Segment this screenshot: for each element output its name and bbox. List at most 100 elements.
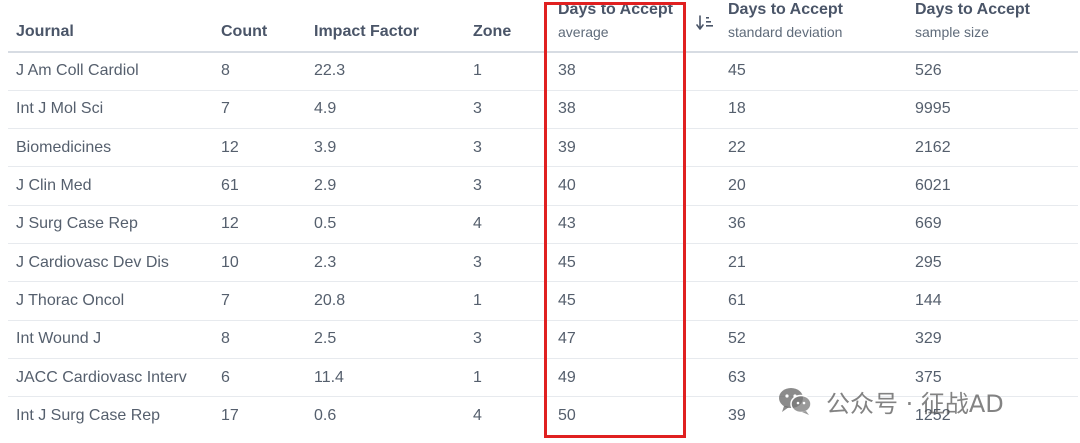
cell-days-sd: 52 [720,320,907,359]
cell-impact-factor: 11.4 [306,358,465,398]
cell-journal: Biomedicines [8,128,213,168]
cell-days-average: 49 [550,358,690,398]
cell-journal: J Am Coll Cardiol [8,52,213,91]
cell-days-sample-size: 1252 [915,407,951,425]
cell-impact-factor: 2.9 [306,166,465,206]
cell-days-average: 50 [558,407,576,425]
cell-days-sd: 45 [720,52,907,91]
cell-count: 7 [213,281,306,321]
column-header-days-sd[interactable]: Days to Accept standard deviation [720,0,907,53]
cell-days-average: 39 [550,128,690,168]
sort-toggle[interactable] [690,0,720,53]
column-header-zone[interactable]: Zone [465,0,550,53]
cell-journal: J Surg Case Rep [8,205,213,244]
cell-days-average: 47 [550,320,690,359]
cell-zone: 3 [465,128,550,168]
table-row[interactable]: J Surg Case Rep 12 0.5 4 43 36 669 [8,205,1078,244]
cell-journal: Int J Surg Case Rep [16,407,161,425]
cell-days-sd: 18 [720,90,907,130]
table-row[interactable]: J Am Coll Cardiol 8 22.3 1 38 45 526 [8,52,1078,91]
cell-count: 10 [213,243,306,283]
cell-zone: 4 [473,407,482,425]
cell-days-average: 38 [550,90,690,130]
cell-count: 8 [213,320,306,359]
cell-count: 8 [213,52,306,91]
cell-count: 17 [221,407,239,425]
cell-count: 12 [213,128,306,168]
cell-sort-spacer [690,320,720,359]
column-header-label: Journal [16,23,74,40]
cell-impact-factor: 20.8 [306,281,465,321]
cell-count: 12 [213,205,306,244]
cell-zone: 4 [465,205,550,244]
column-header-label: Zone [473,23,512,40]
cell-count: 61 [213,166,306,206]
cell-days-sample-size: 295 [907,243,1078,283]
cell-zone: 1 [465,358,550,398]
table-row[interactable]: J Clin Med 61 2.9 3 40 20 6021 [8,166,1078,206]
column-header-label: Count [221,23,268,40]
cell-days-sd: 20 [720,166,907,206]
cell-count: 6 [213,358,306,398]
cell-days-sd: 63 [720,358,907,398]
cell-days-sample-size: 9995 [907,90,1078,130]
table-row[interactable]: J Thorac Oncol 7 20.8 1 45 61 144 [8,281,1078,321]
table-row[interactable]: Biomedicines 12 3.9 3 39 22 2162 [8,128,1078,168]
column-header-label: Days to Accept [728,1,843,18]
cell-impact-factor: 4.9 [306,90,465,130]
cell-days-sd: 21 [720,243,907,283]
column-header-journal[interactable]: Journal [8,0,213,53]
cell-days-sd: 22 [720,128,907,168]
column-header-sublabel: average [558,24,609,40]
table-row[interactable]: Int J Mol Sci 7 4.9 3 38 18 9995 [8,90,1078,130]
cell-days-sample-size: 144 [907,281,1078,321]
cell-journal: Int J Mol Sci [8,90,213,130]
table-row[interactable]: JACC Cardiovasc Interv 6 11.4 1 49 63 375 [8,358,1078,398]
cell-sort-spacer [690,90,720,130]
cell-impact-factor: 2.5 [306,320,465,359]
cell-sort-spacer [690,243,720,283]
column-header-days-average[interactable]: Days to Accept average [550,0,690,53]
cell-impact-factor: 22.3 [306,52,465,91]
cell-sort-spacer [690,358,720,398]
cell-days-sd: 36 [720,205,907,244]
cell-days-average: 45 [550,243,690,283]
table-row[interactable]: Int Wound J 8 2.5 3 47 52 329 [8,320,1078,359]
cell-zone: 1 [465,52,550,91]
cell-days-average: 45 [550,281,690,321]
cell-journal: J Cardiovasc Dev Dis [8,243,213,283]
cell-days-sd: 39 [728,407,746,425]
cell-sort-spacer [690,205,720,244]
table-row[interactable]: J Cardiovasc Dev Dis 10 2.3 3 45 21 295 [8,243,1078,283]
table-row[interactable]: Int J Surg Case Rep 17 0.6 4 50 39 1252 [8,397,1078,435]
cell-sort-spacer [690,397,720,435]
cell-sort-spacer [690,166,720,206]
cell-days-average: 43 [550,205,690,244]
cell-impact-factor: 3.9 [306,128,465,168]
column-header-count[interactable]: Count [213,0,306,53]
cell-days-sample-size: 526 [907,52,1078,91]
cell-days-sample-size: 669 [907,205,1078,244]
column-header-days-sample-size[interactable]: Days to Accept sample size [907,0,1078,53]
cell-zone: 3 [465,320,550,359]
cell-impact-factor: 2.3 [306,243,465,283]
cell-impact-factor: 0.6 [314,407,337,425]
cell-journal: J Thorac Oncol [8,281,213,321]
cell-journal: Int Wound J [8,320,213,359]
column-header-label: Impact Factor [314,23,419,40]
cell-zone: 3 [465,90,550,130]
cell-zone: 3 [465,243,550,283]
sort-descending-icon[interactable] [696,15,714,35]
journal-table: Journal Count Impact Factor Zone Days to… [8,0,1078,435]
cell-days-sample-size: 329 [907,320,1078,359]
table-body: J Am Coll Cardiol 8 22.3 1 38 45 526 Int J Mol … [8,52,1078,435]
column-header-sublabel: sample size [915,24,989,40]
cell-journal: JACC Cardiovasc Interv [8,358,213,398]
cell-days-sd: 61 [720,281,907,321]
cell-zone: 3 [465,166,550,206]
column-header-label: Days to Accept [915,1,1030,18]
cell-impact-factor: 0.5 [306,205,465,244]
cell-days-average: 38 [550,52,690,91]
column-header-impact-factor[interactable]: Impact Factor [306,0,465,53]
